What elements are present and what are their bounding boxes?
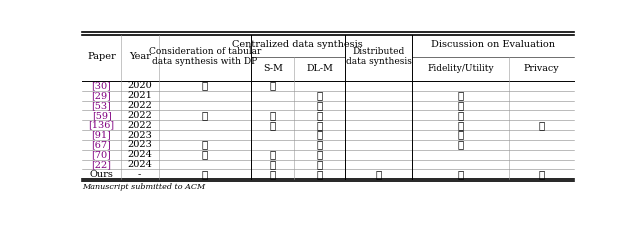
- Text: [53]: [53]: [92, 101, 111, 110]
- Text: ✓: ✓: [458, 101, 464, 110]
- Text: [136]: [136]: [88, 121, 115, 130]
- Text: Discussion on Evaluation: Discussion on Evaluation: [431, 40, 555, 49]
- Text: ✓: ✓: [316, 111, 323, 120]
- Text: 2023: 2023: [127, 131, 152, 140]
- Text: Year: Year: [129, 52, 150, 61]
- Text: 2020: 2020: [127, 81, 152, 90]
- Text: Manuscript submitted to ACM: Manuscript submitted to ACM: [83, 183, 205, 191]
- Text: ✓: ✓: [202, 111, 208, 120]
- Text: [22]: [22]: [92, 160, 111, 169]
- Text: ✓: ✓: [458, 111, 464, 120]
- Text: [29]: [29]: [92, 91, 111, 100]
- Text: ✓: ✓: [316, 121, 323, 130]
- Text: ✓: ✓: [202, 140, 208, 149]
- Text: 2021: 2021: [127, 91, 152, 100]
- Text: [70]: [70]: [92, 150, 111, 159]
- Text: Paper: Paper: [87, 52, 116, 61]
- Text: 2022: 2022: [127, 121, 152, 130]
- Text: ✓: ✓: [269, 111, 276, 120]
- Text: [59]: [59]: [92, 111, 111, 120]
- Text: 2024: 2024: [127, 150, 152, 159]
- Text: ✓: ✓: [458, 91, 464, 100]
- Text: Ours: Ours: [90, 170, 113, 179]
- Text: ✓: ✓: [269, 160, 276, 169]
- Text: ✓: ✓: [316, 101, 323, 110]
- Text: ✓: ✓: [316, 140, 323, 149]
- Text: ✓: ✓: [458, 131, 464, 140]
- Text: ✓: ✓: [269, 81, 276, 90]
- Text: ✓: ✓: [316, 131, 323, 140]
- Text: [30]: [30]: [92, 81, 111, 90]
- Text: DL-M: DL-M: [306, 64, 333, 73]
- Text: [67]: [67]: [92, 140, 111, 149]
- Text: ✓: ✓: [316, 160, 323, 169]
- Text: Privacy: Privacy: [524, 64, 559, 73]
- Text: ✓: ✓: [538, 170, 545, 179]
- Text: Centralized data synthesis: Centralized data synthesis: [232, 40, 364, 49]
- Text: ✓: ✓: [375, 170, 381, 179]
- Text: Consideration of tabular
data synthesis with DP: Consideration of tabular data synthesis …: [148, 47, 261, 67]
- Text: Distributed
data synthesis: Distributed data synthesis: [346, 47, 412, 67]
- Text: ✓: ✓: [202, 170, 208, 179]
- Text: ✓: ✓: [316, 91, 323, 100]
- Text: ✓: ✓: [269, 150, 276, 159]
- Text: -: -: [138, 170, 141, 179]
- Text: ✓: ✓: [316, 170, 323, 179]
- Text: [91]: [91]: [92, 131, 111, 140]
- Text: ✓: ✓: [458, 140, 464, 149]
- Text: ✓: ✓: [269, 170, 276, 179]
- Text: 2022: 2022: [127, 101, 152, 110]
- Text: ✓: ✓: [458, 121, 464, 130]
- Text: ✓: ✓: [202, 150, 208, 159]
- Text: ✓: ✓: [538, 121, 545, 130]
- Text: 2022: 2022: [127, 111, 152, 120]
- Text: ✓: ✓: [458, 170, 464, 179]
- Text: ✓: ✓: [316, 150, 323, 159]
- Text: ✓: ✓: [269, 121, 276, 130]
- Text: 2023: 2023: [127, 140, 152, 149]
- Text: Fidelity/Utility: Fidelity/Utility: [428, 64, 494, 73]
- Text: 2024: 2024: [127, 160, 152, 169]
- Text: ✓: ✓: [202, 81, 208, 90]
- Text: S-M: S-M: [263, 64, 283, 73]
